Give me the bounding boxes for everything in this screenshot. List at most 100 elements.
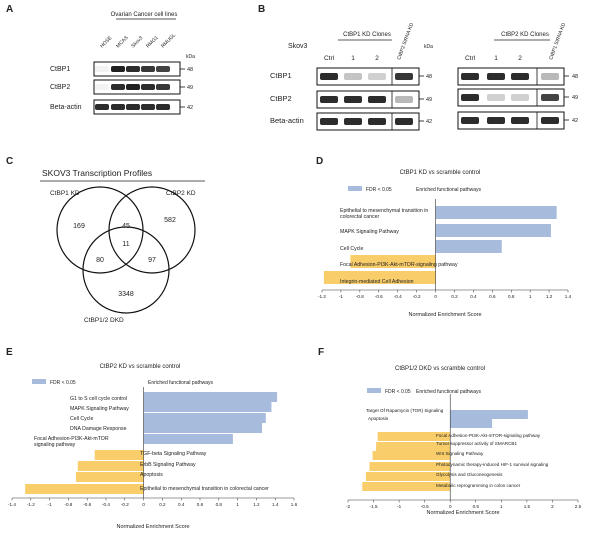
x-tick-label: 0.4 [470,294,477,299]
blot-band [487,117,505,124]
legend-pathways-label: Enriched functional pathways [416,389,482,395]
x-tick-label: 1 [529,294,532,299]
venn-set-label: CtBP2 KD [166,190,196,197]
blot-band [141,66,155,72]
kda-unit-label: kDa [424,44,433,50]
x-tick-label: -1.5 [370,504,378,509]
blot-band [111,66,125,72]
lane-label: MCAS [115,34,130,49]
blot-band [141,84,155,90]
category-label: Focal Adhesion-PI3K-Akt-mTOR signaling pa… [34,436,109,448]
category-label: Target Of Rapamycin (TOR) Signaling [366,408,444,413]
venn-title: SKOV3 Transcription Profiles [42,168,152,178]
blot-band [461,117,479,124]
lane-label: 1 [351,55,355,62]
kda-value: 48 [426,74,432,80]
lane-label: Ctrl [465,55,476,62]
lane-label: RMG1 [145,35,160,50]
x-tick-label: -0.2 [413,294,421,299]
x-tick-label: 1 [500,504,503,509]
blot-band [126,66,140,72]
legend-fdr-label: FDR < 0.05 [385,389,411,395]
lane-label: HOSE [99,35,114,50]
legend-swatch-positive [367,388,381,393]
panel-letter-b: B [258,4,265,15]
blot-band [156,66,170,72]
category-label: Epithelial to mesenchymal transition in … [140,486,269,492]
x-tick-label: 0 [142,502,145,507]
blot-band [368,96,386,103]
kda-value: 49 [572,95,578,101]
x-tick-label: -0.4 [102,502,110,507]
sirna-label: CtBP1 SiRNA KD [548,22,567,61]
venn-count: 169 [73,223,85,230]
panel-letter-a: A [6,4,13,15]
blot-band [111,84,125,90]
x-tick-label: -1.2 [318,294,326,299]
bar [143,423,263,433]
category-label: DNA Damage Response [70,426,127,432]
lane-label: 1 [494,55,498,62]
category-label: Apoptosis [368,416,389,421]
kda-value: 49 [426,97,432,103]
panel-d-chart: D CtBP1 KD vs scramble control FDR < 0.05 E… [316,156,572,318]
blot-band [344,96,362,103]
venn-count: 45 [122,223,130,230]
venn-count: 3348 [118,291,134,298]
blot-band [126,84,140,90]
legend-fdr-label: FDR < 0.05 [366,187,392,193]
blot-band [487,94,505,101]
kda-value: 48 [187,67,193,73]
legend-pathways-label: Enriched functional pathways [148,380,214,386]
blot-band [141,104,155,110]
lane-label: Ctrl [324,55,335,62]
panel-b: B Skov3 CtBP1 KD Clones Ctrl 1 2 CtBP2 SiRNA K… [258,4,578,131]
category-label: Metabolic reprogramming in colon cancer [436,483,521,488]
bar [25,484,144,494]
blot-band [461,94,479,101]
blot-band [395,96,413,103]
category-label: G1 to S cell cycle control [70,396,127,402]
blot-label: Beta-actin [50,104,82,111]
category-label: Glycolysis and Gluconeogenesis [436,472,503,477]
bar [376,442,451,451]
category-label: Focal Adhesion-PI3K-Akt-mTOR-signaling p… [436,433,541,438]
chart-title: CtBP1/2 DKD vs scramble control [395,366,485,372]
bar [94,450,144,460]
blot-band [368,118,386,125]
kda-value: 48 [572,74,578,80]
category-label: Apoptosis [140,472,163,478]
x-tick-label: -1.2 [27,502,35,507]
x-tick-label: 1.4 [272,502,279,507]
x-tick-label: 0.2 [451,294,458,299]
category-label: TGF-beta Signaling Pathway [140,451,207,457]
x-tick-label: 1.2 [253,502,260,507]
x-tick-label: -0.8 [356,294,364,299]
category-label-line: Epithelial to mesenchymal transition in [340,208,428,214]
category-label: Cell Cycle [70,416,93,422]
category-label-line: colorectal cancer [340,214,379,220]
kda-unit-label: kDa [186,54,195,60]
ovarian-cancer-group-label: Ovarian Cancer cell lines [111,12,178,18]
blot-band [320,73,338,80]
x-tick-label: -1.4 [8,502,16,507]
blot-band [126,104,140,110]
chart-title: CtBP2 KD vs scramble control [100,364,181,370]
blot-band [344,73,362,80]
venn-count: 80 [96,257,104,264]
blot-band [511,117,529,124]
category-label: MAPK Signaling Pathway [340,229,399,235]
bar [435,240,502,253]
x-tick-label: -0.6 [83,502,91,507]
venn-count: 97 [148,257,156,264]
x-tick-label: 0.8 [216,502,223,507]
blot-label: CtBP1 [270,71,292,80]
x-tick-label: 0.8 [508,294,515,299]
x-tick-label: -0.2 [121,502,129,507]
blot-band [541,73,559,80]
panel-f-chart: F CtBP1/2 DKD vs scramble control FDR < 0.… [318,347,582,516]
bar [365,472,451,481]
lane-label: 2 [375,55,379,62]
